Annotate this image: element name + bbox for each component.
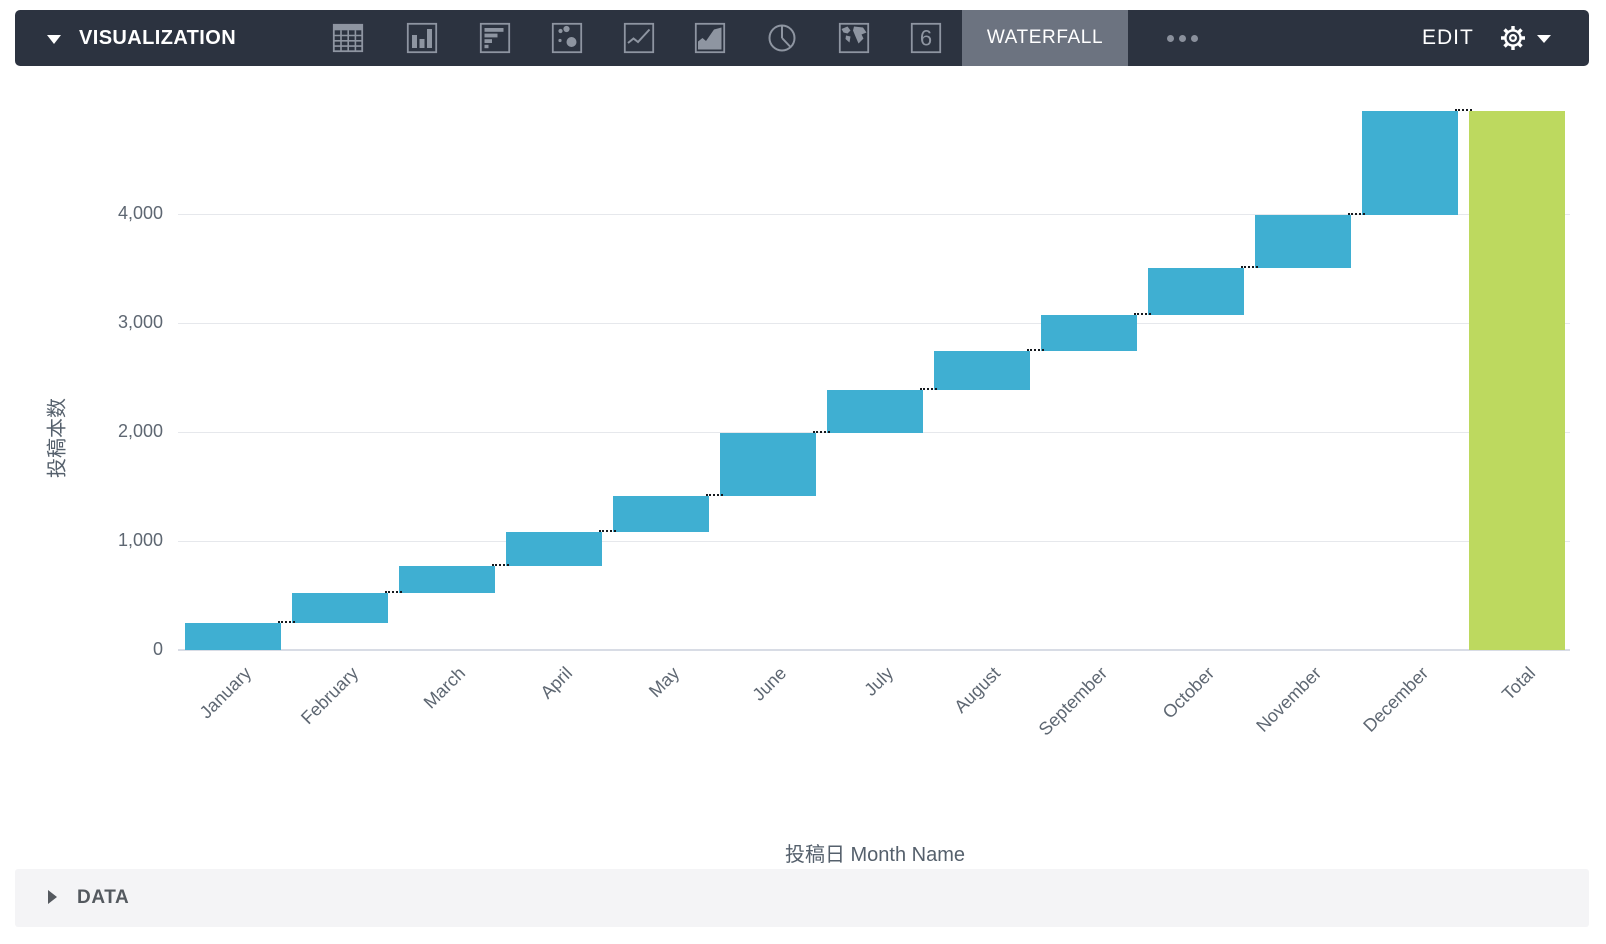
- edit-button[interactable]: EDIT: [1422, 26, 1474, 49]
- pie-chart-icon[interactable]: [765, 21, 799, 55]
- y-tick-label: 4,000: [117, 202, 163, 223]
- waterfall-bar-july[interactable]: [827, 390, 923, 434]
- waterfall-bar-june[interactable]: [720, 433, 817, 497]
- section-title[interactable]: VISUALIZATION: [79, 27, 237, 49]
- waterfall-bar-total[interactable]: [1468, 110, 1565, 650]
- waterfall-bar-august[interactable]: [933, 351, 1030, 391]
- svg-text:6: 6: [920, 26, 932, 51]
- connector-line: [1454, 108, 1472, 111]
- single-value-icon[interactable]: 6: [909, 21, 943, 55]
- map-chart-icon[interactable]: [837, 21, 871, 55]
- data-panel-header[interactable]: DATA: [15, 869, 1589, 927]
- waterfall-bar-december[interactable]: [1361, 110, 1458, 216]
- connector-line: [920, 388, 937, 391]
- waterfall-bar-september[interactable]: [1040, 314, 1137, 352]
- connector-line: [813, 431, 830, 434]
- waterfall-bar-february[interactable]: [292, 592, 389, 623]
- settings-dropdown-caret-icon[interactable]: [1537, 35, 1551, 43]
- gridline: [178, 213, 1570, 215]
- section-collapse-caret-icon[interactable]: [47, 35, 61, 44]
- row-chart-icon[interactable]: [478, 21, 512, 55]
- waterfall-bar-january[interactable]: [185, 622, 282, 650]
- data-panel-label: DATA: [77, 887, 130, 908]
- area-chart-icon[interactable]: [693, 21, 727, 55]
- waterfall-bar-april[interactable]: [506, 531, 603, 566]
- gridline: [178, 322, 1570, 324]
- connector-line: [385, 590, 403, 593]
- connector-line: [599, 529, 617, 532]
- y-tick-label: 1,000: [117, 529, 163, 550]
- y-tick-label: 3,000: [117, 311, 163, 332]
- gear-icon[interactable]: [1498, 23, 1528, 53]
- connector-line: [1133, 312, 1151, 315]
- connector-line: [706, 494, 724, 497]
- waterfall-bar-may[interactable]: [613, 496, 710, 532]
- scatter-plot-icon[interactable]: [550, 21, 584, 55]
- waterfall-bar-october[interactable]: [1147, 268, 1244, 315]
- ellipsis-icon[interactable]: [1167, 35, 1203, 53]
- expand-caret-icon[interactable]: [48, 890, 57, 904]
- x-axis-title: 投稿日 Month Name: [784, 844, 966, 866]
- connector-line: [492, 564, 510, 566]
- table-icon[interactable]: [331, 21, 365, 55]
- connector-line: [1347, 213, 1365, 216]
- line-chart-icon[interactable]: [622, 21, 656, 55]
- connector-line: [278, 620, 296, 623]
- gridline: [178, 540, 1570, 542]
- visualization-toolbar: VISUALIZATION: [15, 10, 1589, 66]
- y-tick-label: 2,000: [117, 420, 163, 441]
- connector-line: [1240, 266, 1258, 269]
- y-tick-label: 0: [152, 639, 163, 659]
- connector-line: [1026, 349, 1044, 352]
- waterfall-chart: 投稿本数 投稿日 Month Name 0 1,000 2,000 3,000 4,00…: [0, 66, 1606, 866]
- x-axis-line: [178, 649, 1570, 651]
- bar-chart-icon[interactable]: [405, 21, 439, 55]
- waterfall-bar-march[interactable]: [399, 566, 496, 593]
- active-chart-type-button[interactable]: WATERFALL: [962, 10, 1128, 66]
- waterfall-bar-november[interactable]: [1254, 215, 1351, 269]
